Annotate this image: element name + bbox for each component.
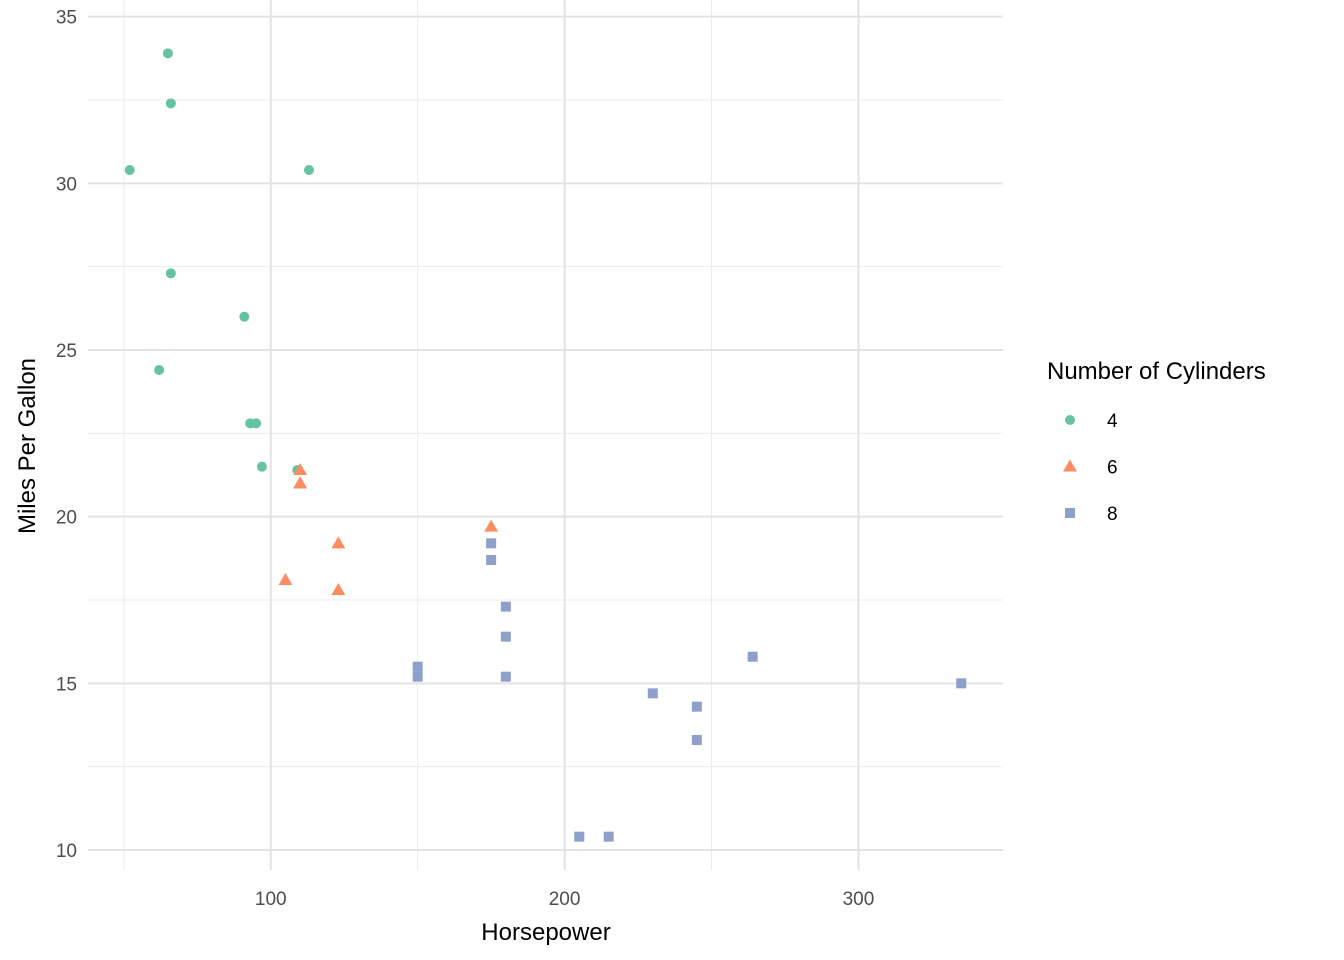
point-cyl-6	[484, 519, 499, 532]
point-cyl-8	[691, 735, 702, 745]
point-cyl-8	[486, 538, 497, 549]
point-cyl-6	[293, 476, 308, 489]
tick-labels: 100 200 300 10 15 20 25 30 35	[56, 8, 874, 910]
point-cyl-8	[647, 688, 658, 699]
point-cyl-4	[162, 48, 173, 59]
legend-key-6	[1063, 459, 1077, 472]
point-cyl-8	[603, 831, 614, 842]
legend-title: Number of Cylinders	[1047, 358, 1266, 385]
point-cyl-6	[278, 573, 293, 585]
point-cyl-4	[165, 98, 176, 109]
point-cyl-8	[500, 671, 511, 682]
x-tick-label: 300	[843, 889, 875, 910]
y-tick-label: 10	[56, 841, 77, 862]
point-cyl-8	[500, 631, 511, 642]
x-tick-label: 200	[549, 889, 581, 910]
point-cyl-6	[331, 536, 346, 549]
legend-label-4: 4	[1107, 411, 1118, 432]
point-cyl-4	[165, 268, 176, 279]
legend-key-8	[1065, 508, 1075, 518]
point-cyl-4	[303, 165, 314, 175]
legend-key-4	[1065, 415, 1075, 425]
x-axis-label: Horsepower	[481, 919, 610, 946]
legend: Number of Cylinders 4 6 8	[1047, 358, 1266, 525]
data-points	[124, 48, 967, 842]
y-tick-label: 35	[56, 8, 77, 29]
point-cyl-8	[486, 555, 497, 565]
point-cyl-8	[412, 671, 423, 682]
point-cyl-6	[331, 583, 346, 595]
x-tick-label: 100	[255, 889, 287, 910]
point-cyl-8	[500, 601, 511, 612]
point-cyl-4	[154, 365, 165, 375]
point-cyl-4	[256, 461, 267, 472]
y-tick-label: 25	[56, 341, 77, 362]
legend-label-8: 8	[1107, 504, 1118, 525]
point-cyl-8	[412, 661, 423, 672]
point-cyl-8	[691, 701, 702, 712]
point-cyl-8	[574, 831, 585, 842]
y-tick-label: 20	[56, 508, 77, 529]
y-axis-label: Miles Per Gallon	[14, 358, 41, 534]
legend-label-6: 6	[1107, 458, 1118, 479]
point-cyl-4	[251, 418, 262, 429]
point-cyl-6	[293, 463, 308, 475]
y-tick-label: 30	[56, 174, 77, 195]
point-cyl-4	[124, 165, 135, 175]
point-cyl-8	[747, 651, 758, 662]
point-cyl-4	[239, 311, 250, 322]
grid	[88, 0, 1003, 870]
point-cyl-8	[956, 678, 967, 689]
y-tick-label: 15	[56, 674, 77, 695]
